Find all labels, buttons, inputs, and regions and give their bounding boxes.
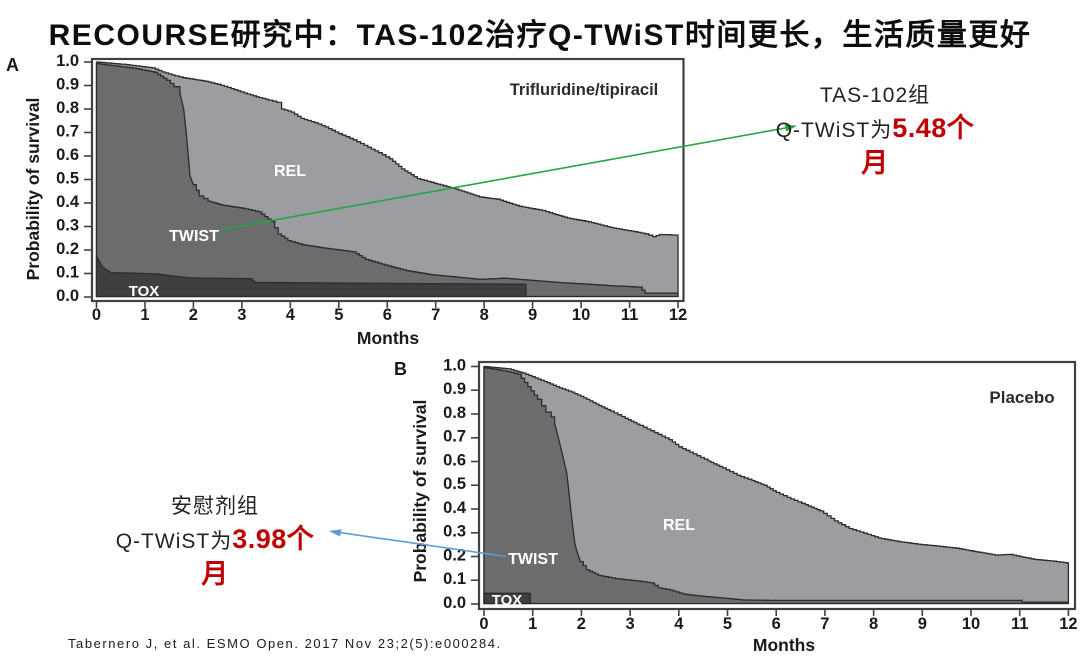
svg-text:0.4: 0.4: [56, 193, 80, 211]
svg-text:3: 3: [626, 615, 635, 633]
svg-text:Months: Months: [753, 635, 815, 655]
svg-text:0.0: 0.0: [443, 594, 466, 612]
svg-text:5: 5: [723, 615, 732, 633]
svg-text:0.4: 0.4: [443, 499, 467, 517]
svg-text:Months: Months: [357, 328, 419, 348]
svg-text:REL: REL: [274, 163, 306, 180]
svg-text:0.9: 0.9: [443, 380, 466, 398]
svg-text:9: 9: [918, 615, 927, 633]
svg-text:2: 2: [189, 306, 198, 324]
svg-text:0.5: 0.5: [56, 169, 79, 187]
svg-text:4: 4: [286, 306, 296, 324]
svg-text:0.2: 0.2: [56, 240, 79, 258]
svg-text:2: 2: [577, 615, 586, 633]
svg-text:0.8: 0.8: [56, 99, 79, 117]
svg-text:1.0: 1.0: [56, 52, 79, 70]
svg-text:Placebo: Placebo: [989, 388, 1054, 407]
svg-text:11: 11: [621, 306, 638, 324]
svg-text:0.7: 0.7: [56, 122, 79, 140]
svg-text:1.0: 1.0: [443, 356, 466, 374]
svg-text:0.2: 0.2: [443, 546, 466, 564]
svg-text:4: 4: [674, 615, 684, 633]
svg-text:0.1: 0.1: [443, 570, 466, 588]
svg-text:Trifluridine/tipiracil: Trifluridine/tipiracil: [510, 81, 659, 99]
svg-text:10: 10: [962, 615, 980, 633]
svg-text:TOX: TOX: [129, 283, 160, 300]
svg-text:0.7: 0.7: [443, 428, 466, 446]
svg-text:0.1: 0.1: [56, 263, 79, 281]
svg-text:0: 0: [479, 615, 488, 633]
svg-text:12: 12: [669, 306, 687, 324]
svg-text:TWIST: TWIST: [508, 551, 558, 568]
svg-text:0.3: 0.3: [56, 216, 79, 234]
svg-text:7: 7: [431, 306, 440, 324]
svg-text:6: 6: [772, 615, 781, 633]
svg-text:0.9: 0.9: [56, 75, 79, 93]
svg-text:0.0: 0.0: [56, 287, 79, 305]
svg-text:7: 7: [820, 615, 829, 633]
svg-text:1: 1: [528, 615, 537, 633]
svg-text:0.3: 0.3: [443, 523, 466, 541]
svg-text:0.5: 0.5: [443, 475, 466, 493]
svg-text:REL: REL: [663, 517, 695, 534]
svg-text:Probability of survival: Probability of survival: [410, 400, 430, 583]
svg-text:9: 9: [528, 306, 537, 324]
svg-text:8: 8: [869, 615, 878, 633]
svg-text:0.6: 0.6: [56, 146, 79, 164]
svg-text:5: 5: [334, 306, 343, 324]
svg-text:12: 12: [1059, 615, 1077, 633]
svg-text:0.8: 0.8: [443, 404, 466, 422]
svg-text:Probability of survival: Probability of survival: [23, 98, 43, 281]
svg-text:10: 10: [572, 306, 590, 324]
svg-text:A: A: [6, 55, 19, 75]
svg-text:1: 1: [140, 306, 149, 324]
svg-text:3: 3: [237, 306, 246, 324]
svg-text:8: 8: [480, 306, 489, 324]
svg-text:0: 0: [92, 306, 101, 324]
svg-text:11: 11: [1011, 615, 1028, 633]
svg-text:TWIST: TWIST: [169, 228, 219, 245]
svg-text:TOX: TOX: [492, 592, 523, 609]
svg-text:B: B: [394, 359, 407, 379]
svg-text:6: 6: [383, 306, 392, 324]
svg-text:0.6: 0.6: [443, 451, 466, 469]
